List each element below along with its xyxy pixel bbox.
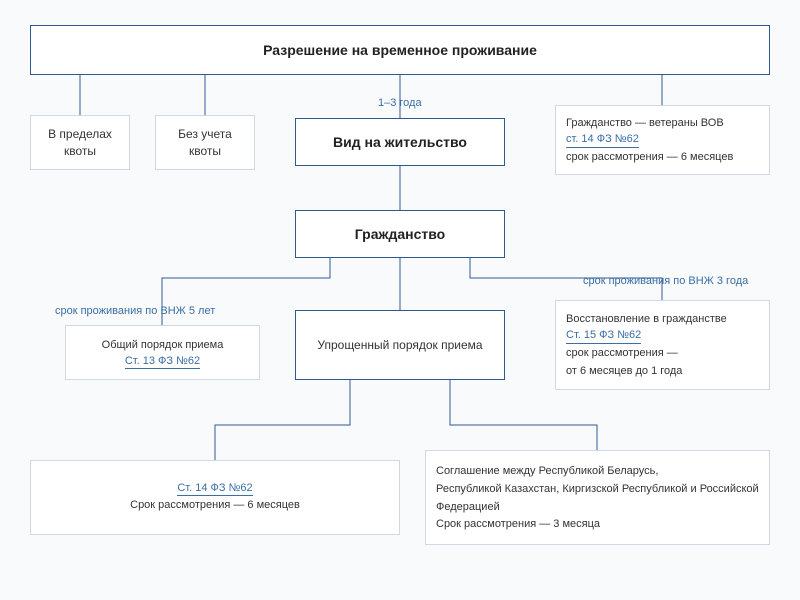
node-n4: Гражданство — ветераны ВОВ ст. 14 ФЗ №62… [555, 105, 770, 175]
node-n1: В пределах квоты [30, 115, 130, 170]
node-n9: Ст. 14 ФЗ №62 Срок рассмотрения — 6 меся… [30, 460, 400, 535]
edge-label-l2: срок проживания по ВНЖ 5 лет [55, 305, 215, 317]
node-root: Разрешение на временное проживание [30, 25, 770, 75]
edge-label-l1: 1–3 года [378, 97, 422, 109]
node-n9-bottom: Срок рассмотрения — 6 месяцев [130, 498, 300, 514]
node-n10-l4: Срок рассмотрения — 3 месяца [436, 517, 600, 533]
node-n8-b1: срок рассмотрения — [566, 346, 678, 362]
node-n8-top: Восстановление в гражданстве [566, 312, 727, 328]
node-n7: Упрощенный порядок приема [295, 310, 505, 380]
node-n8: Восстановление в гражданстве Ст. 15 ФЗ №… [555, 300, 770, 390]
node-n2: Без учета квоты [155, 115, 255, 170]
node-n2-line2: квоты [189, 143, 221, 160]
node-n9-link[interactable]: Ст. 14 ФЗ №62 [177, 481, 252, 496]
node-n4-top: Гражданство — ветераны ВОВ [566, 116, 724, 132]
node-n6-top: Общий порядок приема [102, 338, 224, 354]
node-n10-l3: Федерацией [436, 500, 500, 516]
node-n7-title: Упрощенный порядок приема [317, 337, 482, 354]
node-n2-line1: Без учета [178, 126, 232, 143]
node-n10-l2: Республикой Казахстан, Киргизской Респуб… [436, 482, 759, 498]
node-n4-link[interactable]: ст. 14 ФЗ №62 [566, 132, 639, 147]
node-n1-line1: В пределах [48, 126, 112, 143]
node-n3-title: Вид на жительство [333, 134, 467, 150]
node-root-title: Разрешение на временное проживание [263, 42, 537, 58]
node-n6: Общий порядок приема Ст. 13 ФЗ №62 [65, 325, 260, 380]
node-n1-line2: квоты [64, 143, 96, 160]
node-n8-link[interactable]: Ст. 15 ФЗ №62 [566, 328, 641, 343]
node-n10-l1: Соглашение между Республикой Беларусь, [436, 464, 658, 480]
node-n6-link[interactable]: Ст. 13 ФЗ №62 [125, 354, 200, 369]
node-n3: Вид на жительство [295, 118, 505, 166]
node-n5-title: Гражданство [355, 226, 445, 242]
node-n8-b2: от 6 месяцев до 1 года [566, 364, 682, 380]
node-n5: Гражданство [295, 210, 505, 258]
node-n10: Соглашение между Республикой Беларусь, Р… [425, 450, 770, 545]
edge-label-l3: срок проживания по ВНЖ 3 года [583, 275, 748, 287]
node-n4-bottom: срок рассмотрения — 6 месяцев [566, 150, 733, 166]
